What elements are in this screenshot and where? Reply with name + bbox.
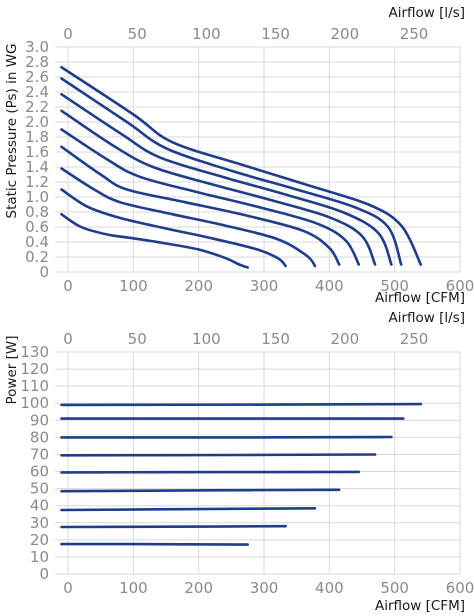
power-y-tick-label: 120 xyxy=(20,360,49,378)
static-pressure-y-tick-label: 3.0 xyxy=(25,38,49,56)
static-pressure-x-tick-label: 200 xyxy=(184,277,213,295)
power-top-tick-label: 200 xyxy=(331,330,360,348)
power-tick-labels: 0 100 200 300 400 500 600010203040506070809010… xyxy=(20,330,474,597)
static-pressure-y-tick-label: 0.4 xyxy=(25,233,49,251)
power-x-tick-label: 500 xyxy=(380,579,409,597)
power-top-tick-label: 150 xyxy=(261,330,290,348)
power-chart: 0 100 200 300 400 500 600010203040506070809010… xyxy=(4,310,474,614)
static-pressure-chart: 0 100 200 300 400 500 60000.20.40.60.81.01.21.… xyxy=(4,5,474,306)
static-pressure-y-tick-label: 2.2 xyxy=(25,98,49,116)
static-pressure-y-tick-label: 0.2 xyxy=(25,248,49,266)
static-pressure-top-tick-label: 50 xyxy=(128,25,147,43)
static-pressure-y-tick-label: 2.8 xyxy=(25,53,49,71)
power-top-tick-label: 100 xyxy=(192,330,221,348)
power-x-tick-label: 200 xyxy=(184,579,213,597)
static-pressure-x-axis-title: Airflow [CFM] xyxy=(375,290,465,306)
static-pressure-tick-labels: 0 100 200 300 400 500 60000.20.40.60.81.01.21.… xyxy=(25,25,474,295)
static-pressure-y-tick-label: 2.6 xyxy=(25,68,49,86)
power-x-tick-label: 300 xyxy=(250,579,279,597)
power-top-axis-title: Airflow [l/s] xyxy=(389,310,466,326)
power-x-tick-label: 600 xyxy=(446,579,474,597)
static-pressure-top-tick-label: 200 xyxy=(331,25,360,43)
static-pressure-y-axis-title: Static Pressure (Ps) in WG xyxy=(4,44,20,219)
static-pressure-gridlines xyxy=(55,46,461,273)
static-pressure-curve-3 xyxy=(60,167,317,268)
power-series xyxy=(60,402,423,546)
power-curve-1 xyxy=(60,542,249,546)
static-pressure-y-tick-label: 1.4 xyxy=(25,158,49,176)
static-pressure-x-tick-label: 100 xyxy=(119,277,148,295)
power-y-tick-label: 110 xyxy=(20,377,49,395)
power-curve-5 xyxy=(60,470,361,474)
static-pressure-curve-5 xyxy=(60,128,361,266)
power-y-tick-label: 20 xyxy=(30,531,49,549)
power-y-tick-label: 80 xyxy=(30,428,49,446)
static-pressure-curve-6 xyxy=(60,109,377,266)
power-x-tick-label: 0 xyxy=(63,579,73,597)
power-y-tick-label: 10 xyxy=(30,548,49,566)
power-curve-6 xyxy=(60,453,377,457)
static-pressure-top-tick-label: 250 xyxy=(400,25,429,43)
static-pressure-x-tick-label: 0 xyxy=(63,277,73,295)
power-curve-9 xyxy=(60,402,423,407)
static-pressure-y-tick-label: 2.4 xyxy=(25,83,49,101)
power-y-tick-label: 60 xyxy=(30,463,49,481)
static-pressure-top-tick-label: 100 xyxy=(192,25,221,43)
power-x-axis-title: Airflow [CFM] xyxy=(375,598,465,614)
static-pressure-y-tick-label: 0.6 xyxy=(25,218,49,236)
static-pressure-y-tick-label: 2.0 xyxy=(25,113,49,131)
static-pressure-top-axis-title: Airflow [l/s] xyxy=(389,5,466,21)
power-curve-2 xyxy=(60,524,287,529)
static-pressure-curve-8 xyxy=(60,77,403,266)
power-y-tick-label: 40 xyxy=(30,497,49,515)
power-y-tick-label: 70 xyxy=(30,445,49,463)
power-curve-4 xyxy=(60,488,341,493)
static-pressure-curve-7 xyxy=(60,93,393,266)
static-pressure-curve-2 xyxy=(60,188,287,268)
power-y-axis-title: Power [W] xyxy=(4,336,20,405)
power-y-tick-label: 0 xyxy=(39,565,49,583)
static-pressure-top-tick-label: 150 xyxy=(261,25,290,43)
power-x-tick-label: 100 xyxy=(119,579,148,597)
static-pressure-series xyxy=(60,66,423,269)
power-x-tick-label: 400 xyxy=(315,579,344,597)
static-pressure-curve-9 xyxy=(60,66,423,266)
static-pressure-x-tick-label: 400 xyxy=(315,277,344,295)
power-top-tick-label: 0 xyxy=(63,330,73,348)
power-y-tick-label: 50 xyxy=(30,480,49,498)
power-top-tick-label: 250 xyxy=(400,330,429,348)
static-pressure-top-tick-label: 0 xyxy=(63,25,73,43)
static-pressure-curve-4 xyxy=(60,145,341,266)
power-y-tick-label: 30 xyxy=(30,514,49,532)
power-curve-3 xyxy=(60,507,317,512)
power-top-tick-label: 50 xyxy=(128,330,147,348)
power-y-tick-label: 90 xyxy=(30,411,49,429)
static-pressure-y-tick-label: 1.0 xyxy=(25,188,49,206)
static-pressure-y-tick-label: 1.6 xyxy=(25,143,49,161)
power-gridlines xyxy=(55,351,461,575)
power-y-tick-label: 100 xyxy=(20,394,49,412)
static-pressure-x-tick-label: 500 xyxy=(380,277,409,295)
static-pressure-x-tick-label: 300 xyxy=(250,277,279,295)
static-pressure-curve-1 xyxy=(60,213,249,269)
static-pressure-y-tick-label: 1.8 xyxy=(25,128,49,146)
static-pressure-x-tick-label: 600 xyxy=(446,277,474,295)
static-pressure-y-tick-label: 1.2 xyxy=(25,173,49,191)
power-y-tick-label: 130 xyxy=(20,343,49,361)
static-pressure-y-tick-label: 0 xyxy=(39,263,49,281)
static-pressure-y-tick-label: 0.8 xyxy=(25,203,49,221)
